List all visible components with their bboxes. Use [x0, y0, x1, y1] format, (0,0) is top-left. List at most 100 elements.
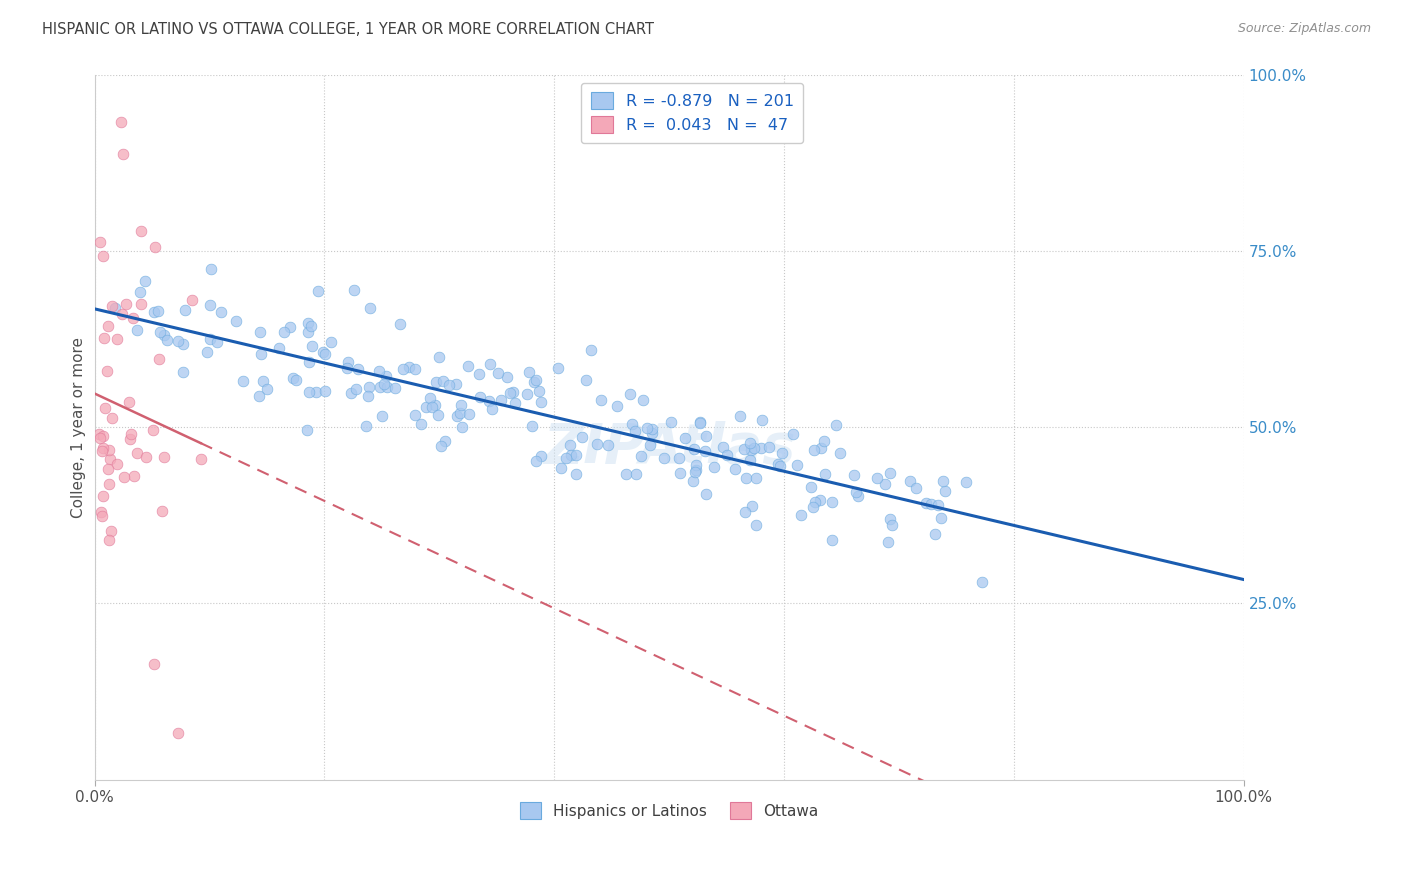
Point — [90, 509, 112, 524]
Point — [190, 452, 212, 467]
Point — [152, 450, 174, 465]
Point — [375, 369, 398, 384]
Point — [758, 441, 780, 455]
Point — [924, 527, 946, 541]
Point — [614, 467, 637, 482]
Point — [89, 431, 111, 445]
Point — [446, 409, 468, 424]
Point — [115, 297, 138, 311]
Point — [846, 489, 869, 503]
Point — [517, 365, 540, 379]
Point — [866, 471, 889, 485]
Point — [496, 369, 519, 384]
Point — [560, 438, 582, 452]
Point — [772, 445, 794, 459]
Point — [685, 458, 707, 473]
Point — [586, 437, 609, 451]
Point — [423, 398, 446, 412]
Point — [879, 467, 901, 481]
Point — [173, 303, 195, 318]
Point — [734, 505, 756, 519]
Point — [499, 385, 522, 400]
Point — [142, 423, 165, 437]
Point — [122, 311, 145, 326]
Point — [298, 384, 321, 399]
Point — [87, 427, 110, 442]
Point — [689, 416, 711, 430]
Point — [100, 524, 122, 539]
Point — [481, 402, 503, 417]
Point — [516, 387, 538, 401]
Point — [845, 484, 868, 499]
Point — [384, 381, 406, 395]
Text: HISPANIC OR LATINO VS OTTAWA COLLEGE, 1 YEAR OR MORE CORRELATION CHART: HISPANIC OR LATINO VS OTTAWA COLLEGE, 1 … — [42, 22, 654, 37]
Point — [669, 466, 692, 480]
Point — [749, 441, 772, 455]
Point — [478, 357, 501, 371]
Point — [955, 475, 977, 489]
Point — [297, 316, 319, 330]
Point — [433, 434, 456, 448]
Point — [297, 325, 319, 339]
Point — [786, 458, 808, 472]
Legend: Hispanics or Latinos, Ottawa: Hispanics or Latinos, Ottawa — [513, 796, 825, 825]
Point — [122, 469, 145, 483]
Point — [523, 375, 546, 389]
Point — [134, 274, 156, 288]
Point — [150, 503, 173, 517]
Point — [457, 359, 479, 373]
Point — [619, 386, 641, 401]
Point — [877, 535, 900, 549]
Point — [146, 303, 169, 318]
Text: ZIPAtlas: ZIPAtlas — [543, 421, 796, 475]
Point — [467, 367, 489, 381]
Point — [685, 465, 707, 479]
Point — [91, 249, 114, 263]
Point — [252, 375, 274, 389]
Point — [89, 235, 111, 249]
Point — [920, 497, 942, 511]
Point — [905, 481, 928, 495]
Point — [934, 483, 956, 498]
Point — [668, 450, 690, 465]
Point — [112, 469, 135, 483]
Point — [550, 461, 572, 475]
Point — [200, 261, 222, 276]
Point — [529, 450, 551, 464]
Point — [172, 366, 194, 380]
Point — [373, 376, 395, 391]
Point — [565, 467, 588, 482]
Point — [744, 441, 766, 455]
Point — [738, 452, 761, 467]
Point — [491, 392, 513, 407]
Point — [800, 480, 823, 494]
Point — [470, 390, 492, 404]
Point — [278, 320, 301, 334]
Point — [392, 362, 415, 376]
Point — [398, 360, 420, 375]
Point — [554, 451, 576, 466]
Point — [524, 373, 547, 387]
Point — [824, 418, 846, 433]
Point — [104, 301, 127, 316]
Point — [420, 400, 443, 414]
Point — [740, 435, 762, 450]
Point — [929, 510, 952, 524]
Point — [105, 332, 128, 346]
Point — [633, 393, 655, 408]
Point — [522, 418, 544, 433]
Point — [801, 500, 824, 514]
Text: Source: ZipAtlas.com: Source: ZipAtlas.com — [1237, 22, 1371, 36]
Point — [143, 305, 166, 319]
Point — [821, 533, 844, 547]
Point — [745, 518, 768, 533]
Point — [626, 467, 648, 481]
Point — [425, 376, 447, 390]
Point — [166, 726, 188, 740]
Point — [638, 438, 661, 452]
Point — [125, 323, 148, 337]
Point — [101, 299, 124, 313]
Point — [734, 471, 756, 485]
Point — [112, 147, 135, 161]
Point — [307, 284, 329, 298]
